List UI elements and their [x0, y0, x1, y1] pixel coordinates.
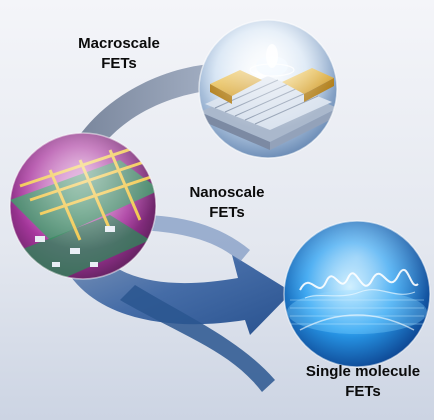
macroscale-device-sphere: [198, 19, 338, 159]
nanoscale-circuit-sphere: [9, 132, 157, 280]
single-molecule-sphere: [283, 220, 431, 368]
single-molecule-fets-label: Single molecule FETs: [288, 362, 434, 402]
macroscale-fets-label: Macroscale FETs: [64, 34, 174, 74]
macroscale-label-line1: Macroscale: [78, 35, 160, 52]
nanoscale-label-line1: Nanoscale: [189, 184, 265, 201]
cycle-arrow-tail: [140, 215, 250, 262]
single-molecule-label-line1: Single molecule: [305, 363, 421, 380]
cycle-arrow-lower: [120, 285, 275, 392]
cycle-arrow: [62, 240, 292, 335]
nanoscale-label-line2: FETs: [209, 204, 245, 221]
macroscale-label-line2: FETs: [101, 55, 137, 72]
nanoscale-fets-label: Nanoscale FETs: [172, 183, 282, 223]
single-molecule-label-line2: FETs: [345, 383, 381, 400]
